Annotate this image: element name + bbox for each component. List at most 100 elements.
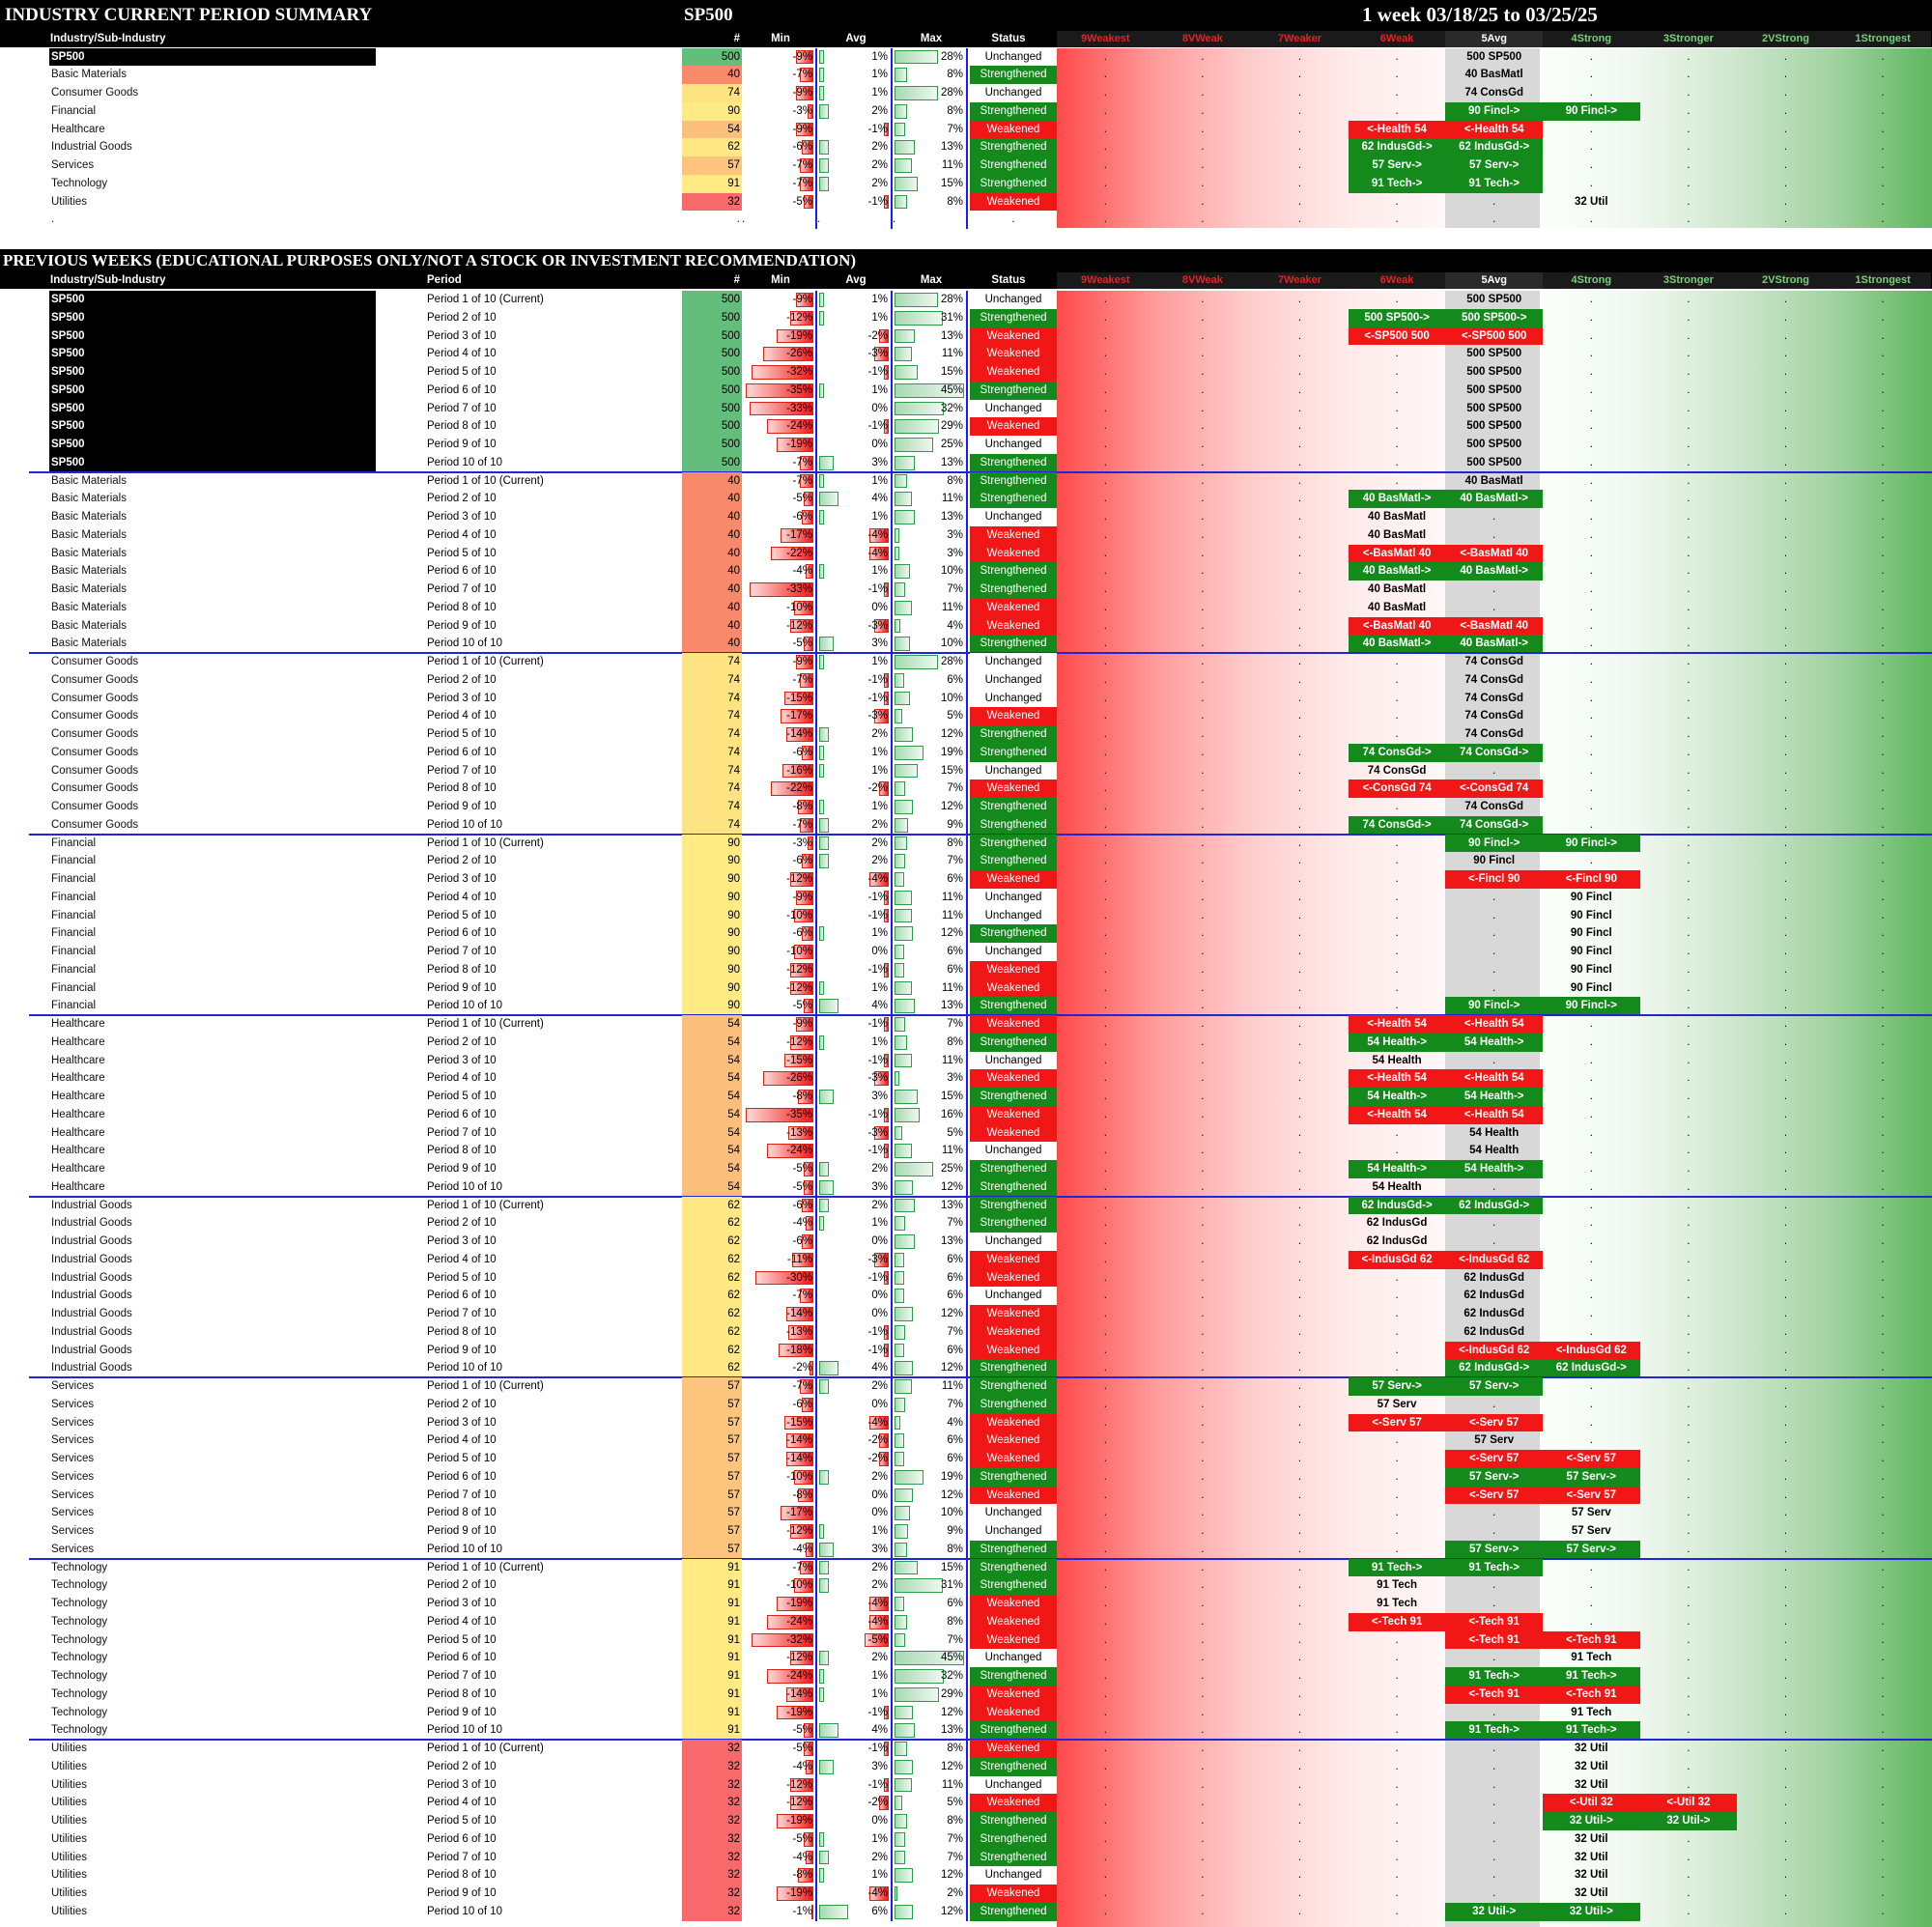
avg-change: 2% xyxy=(817,174,893,193)
period-label: Period 2 of 10 xyxy=(427,855,497,867)
negative-bar xyxy=(790,1034,813,1050)
max-change: 12% xyxy=(893,798,968,816)
avg-change-value: 2% xyxy=(871,818,888,831)
max-change-value: 11% xyxy=(941,891,963,903)
negative-bar xyxy=(752,365,813,380)
max-change-value: 4% xyxy=(947,1416,963,1429)
zone-cell-4strong: . xyxy=(1589,1018,1593,1030)
zone-cell-6weak: . xyxy=(1395,195,1399,208)
header-zone-7weaker: 7Weaker xyxy=(1251,31,1349,47)
avg-change: 1% xyxy=(817,47,893,67)
zone-cell-6weak: 40 BasMatl-> xyxy=(1348,562,1446,581)
zone-cell-6weak: <-SP500 500 xyxy=(1348,326,1446,346)
min-change: -24% xyxy=(742,1612,817,1631)
zone-cell-8vweak: . xyxy=(1201,1054,1205,1066)
status-badge: Strengthened xyxy=(970,1829,1057,1849)
zone-cell-1strongest: . xyxy=(1881,1108,1885,1120)
industry-name: Services xyxy=(51,1543,95,1555)
period-label: Period 3 of 10 xyxy=(427,873,497,885)
zone-cell-2vstrong: . xyxy=(1783,1633,1788,1646)
avg-change-value: 3% xyxy=(871,1180,888,1193)
positive-bar xyxy=(895,781,906,796)
negative-bar xyxy=(800,672,813,688)
min-change-value: -1% xyxy=(792,1905,812,1917)
max-change: 32% xyxy=(893,1667,968,1686)
zone-cell-9weakest: . xyxy=(1103,1652,1107,1664)
zone-cell-9weakest: . xyxy=(1103,1687,1107,1700)
max-change: 6% xyxy=(893,943,968,961)
stock-count: 54 xyxy=(682,1142,742,1160)
zone-cell-9weakest: . xyxy=(1103,818,1107,831)
zone-cell-5avg: 40 BasMatl-> xyxy=(1445,490,1543,508)
zone-cell-8vweak: . xyxy=(1201,1507,1205,1519)
stock-count: 62 xyxy=(682,1341,742,1360)
zone-cell-3stronger: . xyxy=(1687,1507,1690,1519)
zone-cell-6weak: 54 Health-> xyxy=(1348,1088,1446,1106)
avg-change-value: -4% xyxy=(867,528,888,541)
zone-cell-4strong: 32 Util xyxy=(1575,1832,1608,1845)
negative-bar xyxy=(884,672,889,688)
spacer-count: . xyxy=(736,213,740,226)
zone-cell-8vweak: . xyxy=(1201,366,1205,378)
max-change: 13% xyxy=(893,997,968,1015)
positive-bar xyxy=(895,1814,907,1828)
max-change: 11% xyxy=(893,888,968,907)
table-row: Consumer Goods Period 8 of 10 74 -22% -2% 7% W… xyxy=(0,779,1932,798)
zone-cell-4strong: . xyxy=(1589,782,1593,795)
negative-bar xyxy=(802,1234,813,1249)
period-label: Period 9 of 10 xyxy=(427,1344,497,1356)
zone-cell-1strongest: . xyxy=(1881,1561,1885,1573)
zone-cell-8vweak: . xyxy=(1201,1470,1205,1483)
negative-bar xyxy=(777,1814,813,1828)
stock-count: 91 xyxy=(682,1595,742,1613)
status-badge: Strengthened xyxy=(970,1088,1057,1106)
zone-cell-8vweak: . xyxy=(1201,1308,1205,1319)
stock-count: 40 xyxy=(682,598,742,617)
negative-bar xyxy=(804,1723,813,1738)
max-change: 7% xyxy=(893,1630,968,1650)
header-zone-8vweak: 8VWeak xyxy=(1153,31,1252,47)
min-change-value: -19% xyxy=(786,329,812,342)
positive-bar xyxy=(895,473,907,489)
zone-cell-3stronger: . xyxy=(1687,1000,1690,1012)
zone-cell-4strong: . xyxy=(1589,638,1593,650)
stock-count: 90 xyxy=(682,997,742,1015)
industry-name: Healthcare xyxy=(51,1180,105,1193)
zone-cell-1strongest: . xyxy=(1881,1000,1885,1012)
positive-bar xyxy=(895,1179,914,1195)
negative-bar xyxy=(879,328,889,344)
avg-change-value: 2% xyxy=(871,1851,888,1863)
max-change-value: 19% xyxy=(940,1470,963,1483)
industry-name: Healthcare xyxy=(51,1072,105,1085)
zone-cell-4strong: 32 Util-> xyxy=(1543,1902,1640,1921)
max-change: 13% xyxy=(893,138,968,156)
industry-name: Consumer Goods xyxy=(51,818,139,831)
min-change: -15% xyxy=(742,1413,817,1432)
zone-cell-6weak: . xyxy=(1395,1126,1399,1139)
zone-cell-3stronger: . xyxy=(1687,547,1690,559)
industry-name: Financial xyxy=(51,946,97,957)
zone-cell-7weaker: . xyxy=(1297,1108,1302,1120)
zone-cell-7weaker: . xyxy=(1297,692,1302,704)
max-change-value: 29% xyxy=(940,1687,963,1700)
min-change: -12% xyxy=(742,960,817,979)
negative-bar xyxy=(802,745,813,760)
avg-change-value: -1% xyxy=(867,1743,888,1754)
zone-cell-5avg: . xyxy=(1492,601,1496,613)
zone-cell-5avg: 62 IndusGd-> xyxy=(1445,1196,1543,1215)
industry-name: Consumer Goods xyxy=(51,87,139,99)
min-change: -7% xyxy=(742,1558,817,1577)
zone-cell-5avg: . xyxy=(1492,583,1496,595)
zone-cell-2vstrong: . xyxy=(1783,1543,1788,1555)
negative-bar xyxy=(869,1415,889,1431)
zone-cell-9weakest: . xyxy=(1103,1000,1107,1012)
zone-cell-7weaker: . xyxy=(1297,1416,1302,1429)
status-badge: Weakened xyxy=(970,1740,1057,1758)
max-change: 28% xyxy=(893,84,968,102)
zone-cell-3stronger: . xyxy=(1687,1687,1690,1700)
status-badge: Unchanged xyxy=(970,906,1057,925)
industry-name: Utilities xyxy=(51,1797,88,1809)
positive-bar xyxy=(895,1379,912,1394)
min-change: -5% xyxy=(742,192,817,212)
zone-cell-5avg: 74 ConsGd xyxy=(1464,728,1524,740)
